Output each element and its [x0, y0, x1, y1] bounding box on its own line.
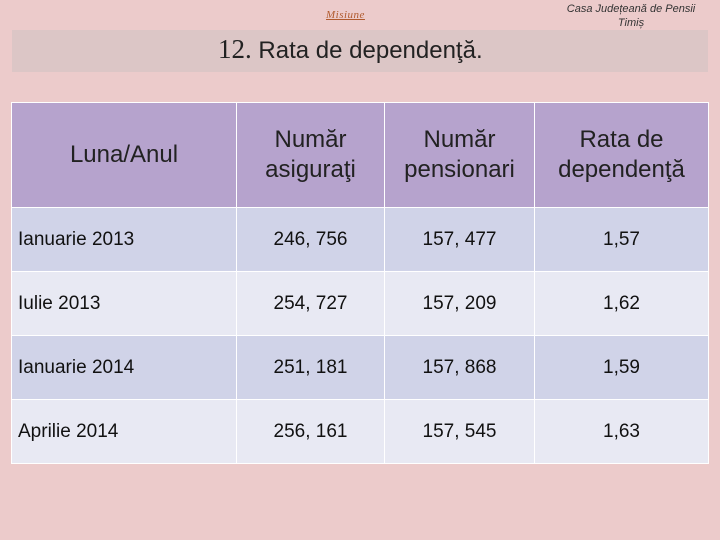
cell-month: Ianuarie 2014 [11, 335, 237, 400]
cell-month: Iulie 2013 [11, 271, 237, 336]
cell-rate: 1,57 [534, 207, 709, 272]
cell-pensioners: 157, 868 [384, 335, 535, 400]
cell-insured: 256, 161 [236, 399, 385, 464]
cell-pensioners: 157, 209 [384, 271, 535, 336]
cell-rate: 1,59 [534, 335, 709, 400]
title-bar [12, 30, 708, 72]
header-dependency-rate: Rata de dependenţă [534, 102, 709, 208]
table-row: Ianuarie 2013 246, 756 157, 477 1,57 [11, 207, 709, 272]
cell-pensioners: 157, 545 [384, 399, 535, 464]
table-row: Aprilie 2014 256, 161 157, 545 1,63 [11, 399, 709, 464]
header-line: Număr [274, 126, 347, 153]
header-pensioners: Număr pensionari [384, 102, 535, 208]
header-month-year: Luna/Anul [11, 102, 237, 208]
cell-pensioners: 157, 477 [384, 207, 535, 272]
organization-name-line1: Casa Județeană de Pensii [566, 3, 696, 15]
header-line: dependenţă [558, 156, 685, 183]
cell-rate: 1,62 [534, 271, 709, 336]
table-header-row: Luna/Anul Număr asiguraţi Număr pensiona… [11, 102, 709, 208]
cell-rate: 1,63 [534, 399, 709, 464]
organization-name-line2: Timiș [617, 17, 645, 29]
header-line: Număr [423, 126, 496, 153]
cell-month: Ianuarie 2013 [11, 207, 237, 272]
cell-insured: 254, 727 [236, 271, 385, 336]
cell-insured: 251, 181 [236, 335, 385, 400]
dependency-table: Luna/Anul Număr asiguraţi Număr pensiona… [11, 102, 709, 464]
misiune-link[interactable]: Misiune [326, 9, 365, 21]
title-text: Rata de dependenţă. [258, 37, 483, 64]
title-number: 12. [218, 34, 252, 64]
organization-name: Casa Județeană de Pensii Timiș [556, 2, 706, 30]
header-insured: Număr asiguraţi [236, 102, 385, 208]
table-row: Ianuarie 2014 251, 181 157, 868 1,59 [11, 335, 709, 400]
header-line: Rata de [579, 126, 664, 153]
table-row: Iulie 2013 254, 727 157, 209 1,62 [11, 271, 709, 336]
header-line: asiguraţi [265, 156, 356, 183]
header-line: pensionari [404, 156, 515, 183]
cell-month: Aprilie 2014 [11, 399, 237, 464]
page-title: 12. Rata de dependenţă. [218, 34, 483, 65]
header-line: Luna/Anul [69, 141, 179, 168]
cell-insured: 246, 756 [236, 207, 385, 272]
